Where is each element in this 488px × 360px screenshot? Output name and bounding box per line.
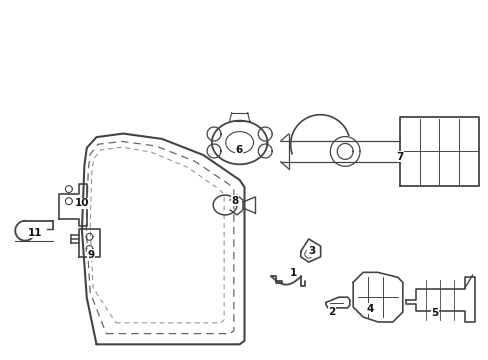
Text: 6: 6: [235, 145, 242, 155]
Text: 8: 8: [231, 196, 238, 206]
Text: 7: 7: [395, 152, 403, 162]
Text: 9: 9: [87, 250, 94, 260]
Text: 3: 3: [307, 247, 314, 256]
Text: 11: 11: [28, 228, 42, 238]
Text: 2: 2: [327, 307, 335, 317]
Text: 10: 10: [75, 198, 89, 208]
Text: 1: 1: [289, 268, 296, 278]
Text: 4: 4: [365, 303, 373, 314]
Text: 5: 5: [430, 308, 437, 318]
